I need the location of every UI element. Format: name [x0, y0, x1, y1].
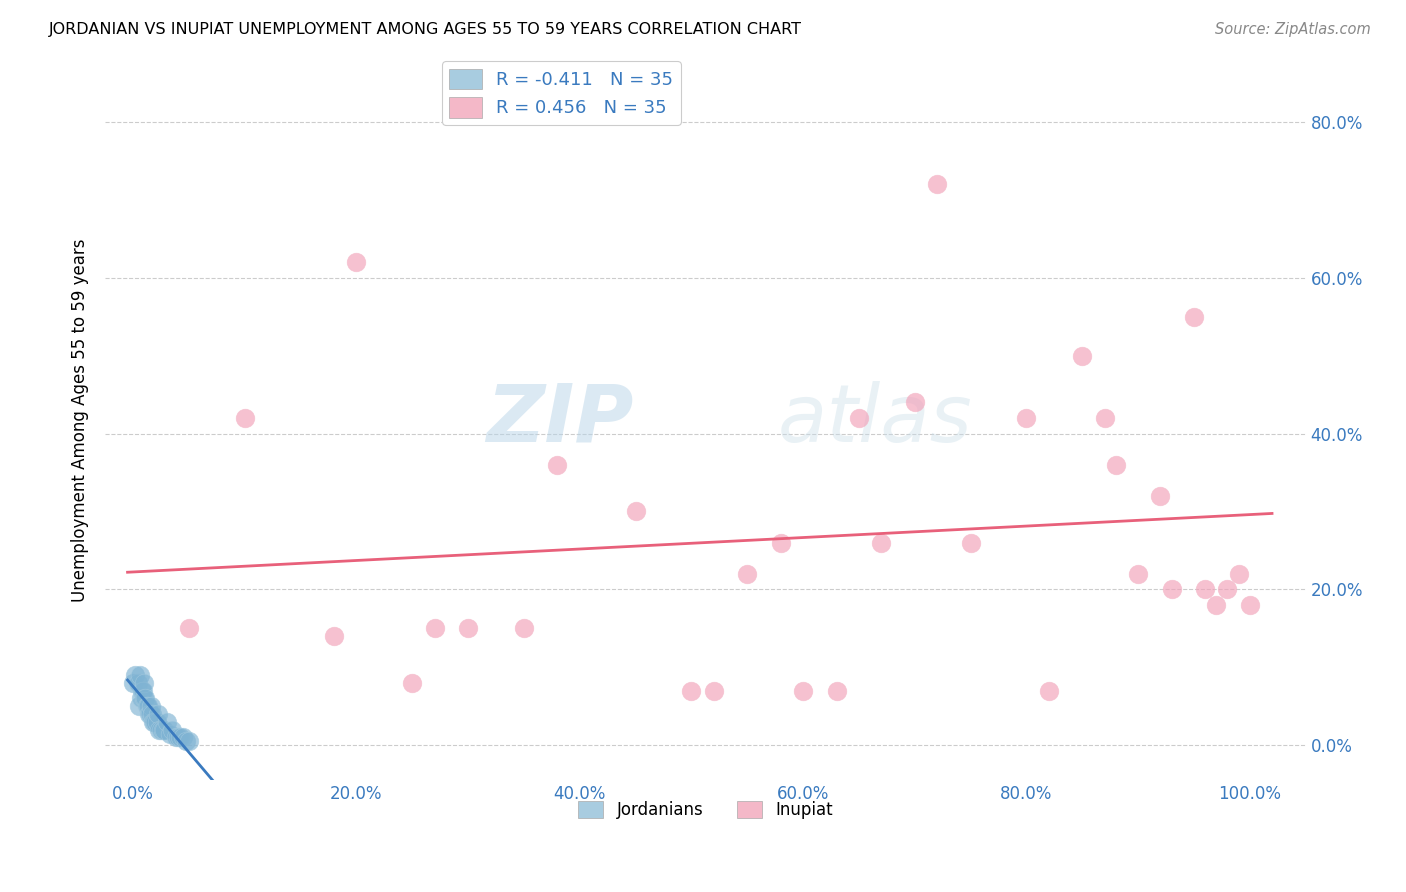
- Point: [1160, 582, 1182, 597]
- Legend: Jordanians, Inupiat: Jordanians, Inupiat: [571, 795, 839, 826]
- Text: ZIP: ZIP: [486, 381, 633, 459]
- Point: [174, 734, 197, 748]
- Point: [153, 723, 176, 737]
- Point: [546, 458, 568, 472]
- Y-axis label: Unemployment Among Ages 55 to 59 years: Unemployment Among Ages 55 to 59 years: [72, 238, 89, 602]
- Point: [128, 668, 150, 682]
- Point: [904, 395, 927, 409]
- Point: [1194, 582, 1216, 597]
- Point: [150, 723, 173, 737]
- Point: [169, 731, 191, 745]
- Point: [135, 699, 157, 714]
- Point: [166, 731, 188, 745]
- Point: [401, 676, 423, 690]
- Point: [1126, 566, 1149, 581]
- Point: [177, 621, 200, 635]
- Point: [141, 707, 163, 722]
- Point: [1227, 566, 1250, 581]
- Point: [159, 726, 181, 740]
- Point: [128, 699, 150, 714]
- Point: [142, 714, 165, 729]
- Point: [1015, 411, 1038, 425]
- Text: JORDANIAN VS INUPIAT UNEMPLOYMENT AMONG AGES 55 TO 59 YEARS CORRELATION CHART: JORDANIAN VS INUPIAT UNEMPLOYMENT AMONG …: [49, 22, 803, 37]
- Text: Source: ZipAtlas.com: Source: ZipAtlas.com: [1215, 22, 1371, 37]
- Point: [681, 683, 703, 698]
- Point: [132, 683, 155, 698]
- Point: [1105, 458, 1128, 472]
- Point: [136, 699, 159, 714]
- Text: atlas: atlas: [778, 381, 972, 459]
- Point: [769, 535, 792, 549]
- Point: [1038, 683, 1060, 698]
- Point: [792, 683, 814, 698]
- Point: [703, 683, 725, 698]
- Point: [148, 723, 170, 737]
- Point: [1071, 349, 1094, 363]
- Point: [624, 504, 647, 518]
- Point: [160, 723, 183, 737]
- Point: [825, 683, 848, 698]
- Point: [129, 691, 152, 706]
- Point: [1239, 598, 1261, 612]
- Point: [1205, 598, 1227, 612]
- Point: [457, 621, 479, 635]
- Point: [233, 411, 256, 425]
- Point: [134, 676, 156, 690]
- Point: [145, 714, 167, 729]
- Point: [139, 707, 162, 722]
- Point: [172, 731, 194, 745]
- Point: [143, 714, 166, 729]
- Point: [323, 629, 346, 643]
- Point: [139, 699, 162, 714]
- Point: [156, 714, 179, 729]
- Point: [513, 621, 536, 635]
- Point: [127, 676, 149, 690]
- Point: [152, 723, 174, 737]
- Point: [1216, 582, 1239, 597]
- Point: [848, 411, 870, 425]
- Point: [122, 676, 145, 690]
- Point: [870, 535, 893, 549]
- Point: [145, 714, 167, 729]
- Point: [423, 621, 446, 635]
- Point: [1182, 310, 1205, 324]
- Point: [134, 691, 156, 706]
- Point: [735, 566, 758, 581]
- Point: [124, 668, 146, 682]
- Point: [1149, 489, 1171, 503]
- Point: [177, 734, 200, 748]
- Point: [165, 731, 187, 745]
- Point: [346, 255, 368, 269]
- Point: [1094, 411, 1116, 425]
- Point: [134, 691, 156, 706]
- Point: [959, 535, 981, 549]
- Point: [131, 683, 153, 698]
- Point: [138, 707, 160, 722]
- Point: [925, 178, 948, 192]
- Point: [146, 707, 169, 722]
